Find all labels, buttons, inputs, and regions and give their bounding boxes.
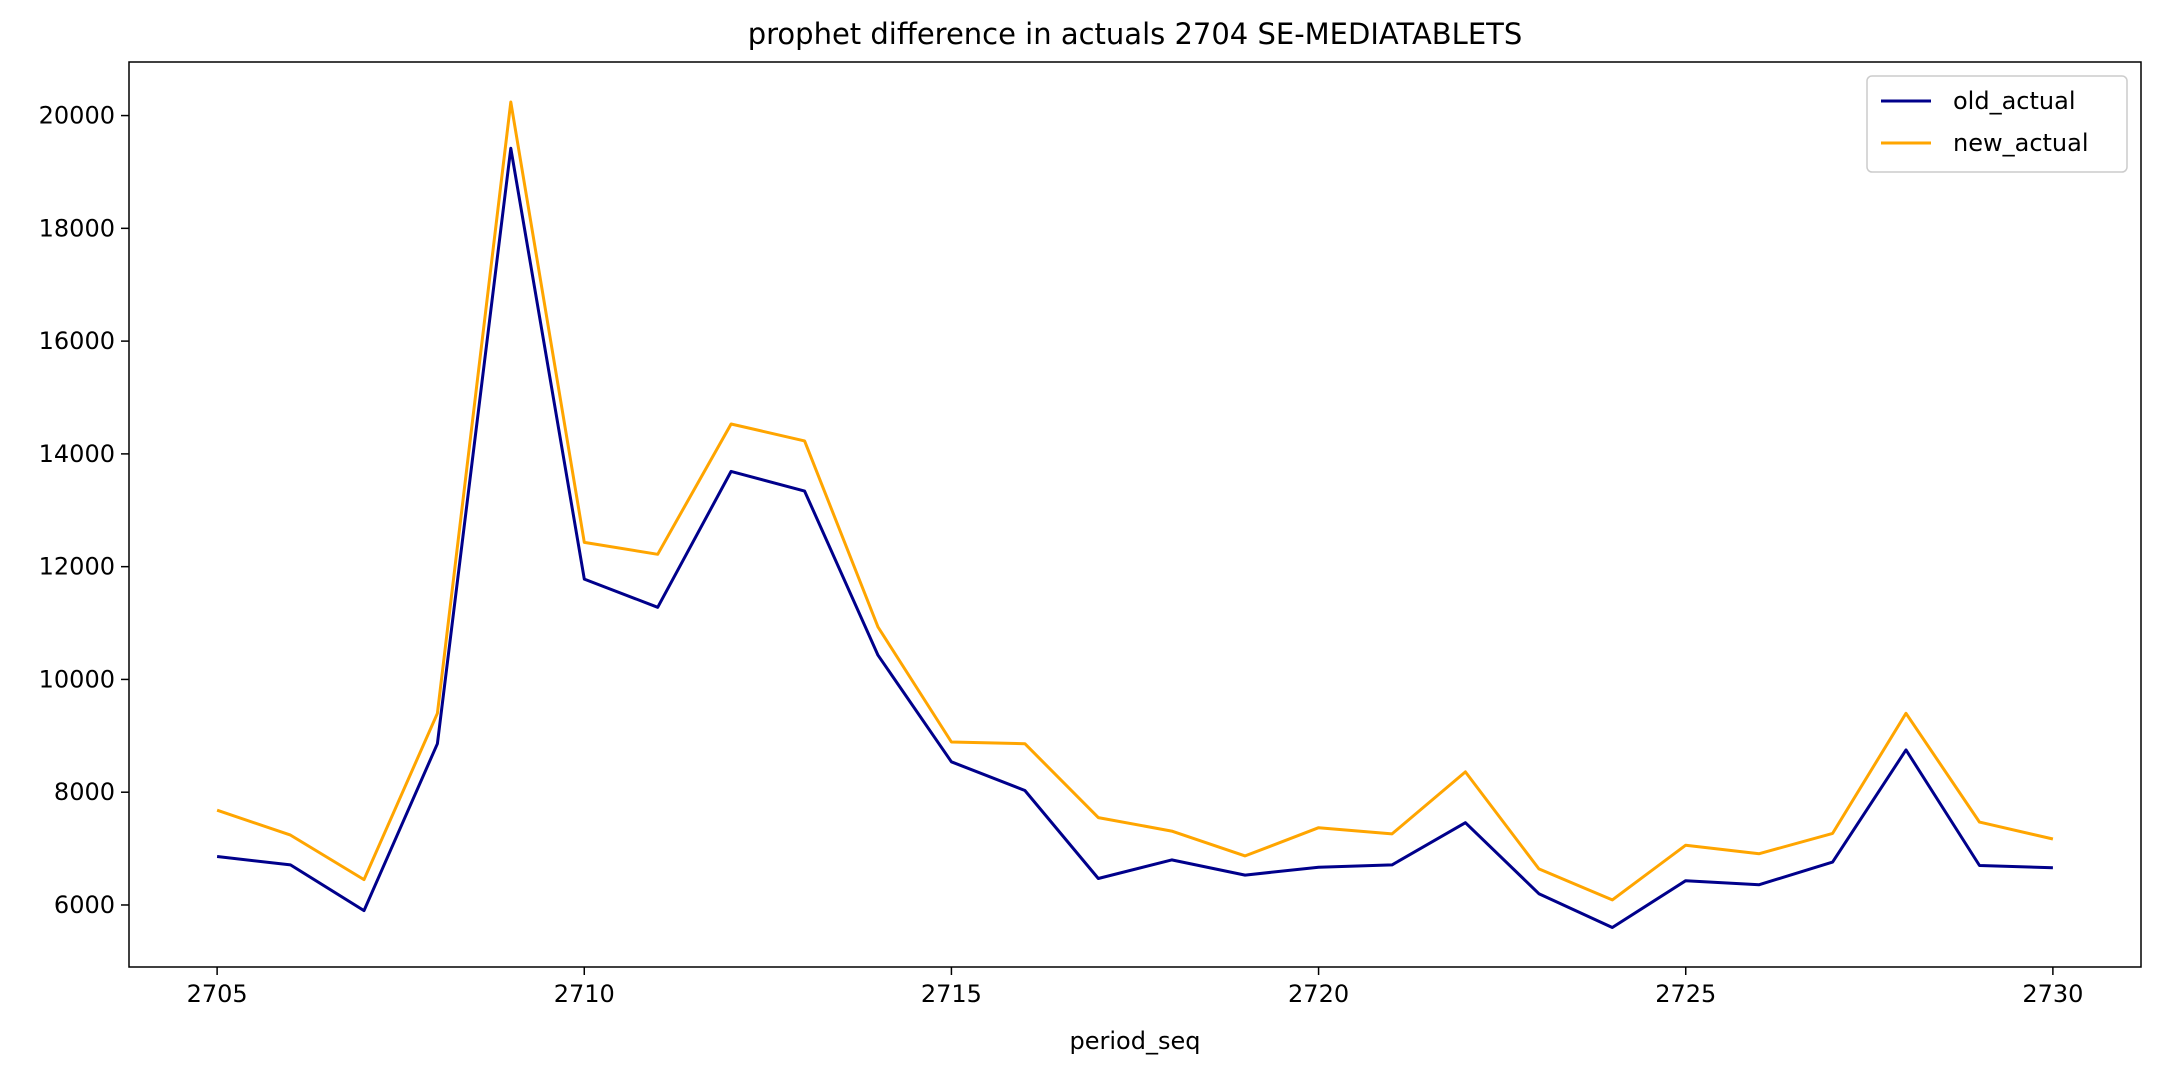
x-tick-label: 2730 <box>2022 980 2083 1008</box>
series-line-old-actual <box>216 146 2053 929</box>
series-line-new-actual <box>216 100 2054 902</box>
legend-label-old-actual: old_actual <box>1953 87 2075 115</box>
x-axis-label: period_seq <box>1070 1027 1201 1055</box>
plot-frame <box>128 61 2142 968</box>
y-tick-label: 18000 <box>39 214 115 242</box>
x-tick-label: 2725 <box>1655 980 1716 1008</box>
x-tick-label: 2710 <box>554 980 615 1008</box>
y-tick-label: 14000 <box>39 440 115 468</box>
legend-label-new-actual: new_actual <box>1953 129 2089 157</box>
y-tick-label: 8000 <box>54 778 115 806</box>
legend: old_actual new_actual <box>1866 75 2128 173</box>
y-tick-label: 20000 <box>39 102 115 130</box>
axes-layer: 2705 2710 2715 2720 2725 2730 6000 8000 10000 120… <box>39 61 2142 1008</box>
legend-box <box>1866 75 2128 173</box>
y-tick-label: 12000 <box>39 553 115 581</box>
chart-title: prophet difference in actuals 2704 SE-ME… <box>748 17 1523 51</box>
y-tick-label: 10000 <box>39 665 115 693</box>
y-tick-label: 16000 <box>39 327 115 355</box>
series-layer <box>216 100 2054 929</box>
y-tick-label: 6000 <box>54 891 115 919</box>
x-tick-label: 2705 <box>187 980 248 1008</box>
x-tick-label: 2715 <box>921 980 982 1008</box>
x-tick-label: 2720 <box>1288 980 1349 1008</box>
